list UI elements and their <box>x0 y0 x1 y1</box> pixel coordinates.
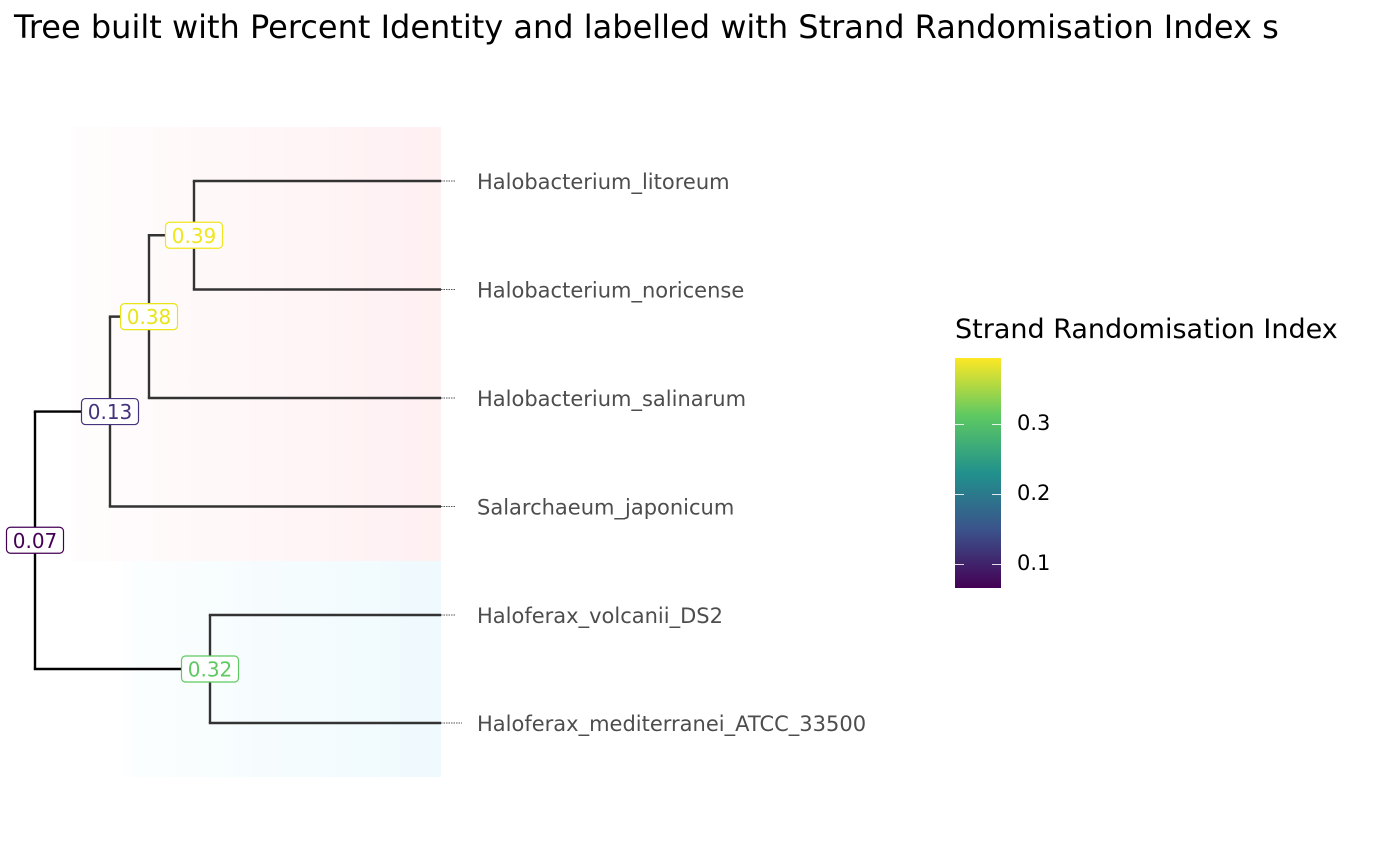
tip-label-t6: Haloferax_mediterranei_ATCC_33500 <box>477 712 866 737</box>
legend-tick-label: 0.1 <box>1017 550 1051 575</box>
legend-colorbar <box>955 358 1001 588</box>
legend-tick-left-1 <box>955 493 964 495</box>
legend-tick-right-2 <box>992 424 1001 426</box>
tip-label-t3: Halobacterium_salinarum <box>477 387 746 412</box>
tip-label-t4: Salarchaeum_japonicum <box>477 496 734 521</box>
legend-title: Strand Randomisation Index <box>955 314 1338 345</box>
tip-label-t1: Halobacterium_litoreum <box>477 170 730 195</box>
node-value-n32: 0.32 <box>188 658 233 682</box>
node-label-n38: 0.38 <box>119 303 179 331</box>
node-label-n13: 0.13 <box>80 397 140 426</box>
node-label-root: 0.07 <box>5 526 65 554</box>
color-legend: Strand Randomisation Index 0.1 0.2 0.3 <box>955 314 1395 604</box>
legend-tick-label: 0.3 <box>1017 411 1051 436</box>
legend-tick-left-0 <box>955 563 964 565</box>
legend-tick-label: 0.2 <box>1017 480 1051 505</box>
tip-label-t2: Halobacterium_noricense <box>477 279 744 304</box>
legend-tick-left-2 <box>955 424 964 426</box>
node-label-n32: 0.32 <box>180 655 240 683</box>
clade-highlight-halobacteria <box>71 127 441 561</box>
node-value-n13: 0.13 <box>88 400 133 424</box>
node-value-n39: 0.39 <box>172 224 217 248</box>
legend-tick-right-0 <box>992 563 1001 565</box>
tip-label-t5: Haloferax_volcanii_DS2 <box>477 604 723 629</box>
chart-title: Tree built with Percent Identity and lab… <box>14 8 1279 46</box>
node-value-root: 0.07 <box>13 529 58 553</box>
legend-tick-right-1 <box>992 493 1001 495</box>
node-value-n38: 0.38 <box>127 305 172 329</box>
node-label-n39: 0.39 <box>164 221 224 249</box>
phylogenetic-tree: Halobacterium_litoreum Halobacterium_nori… <box>5 127 866 777</box>
